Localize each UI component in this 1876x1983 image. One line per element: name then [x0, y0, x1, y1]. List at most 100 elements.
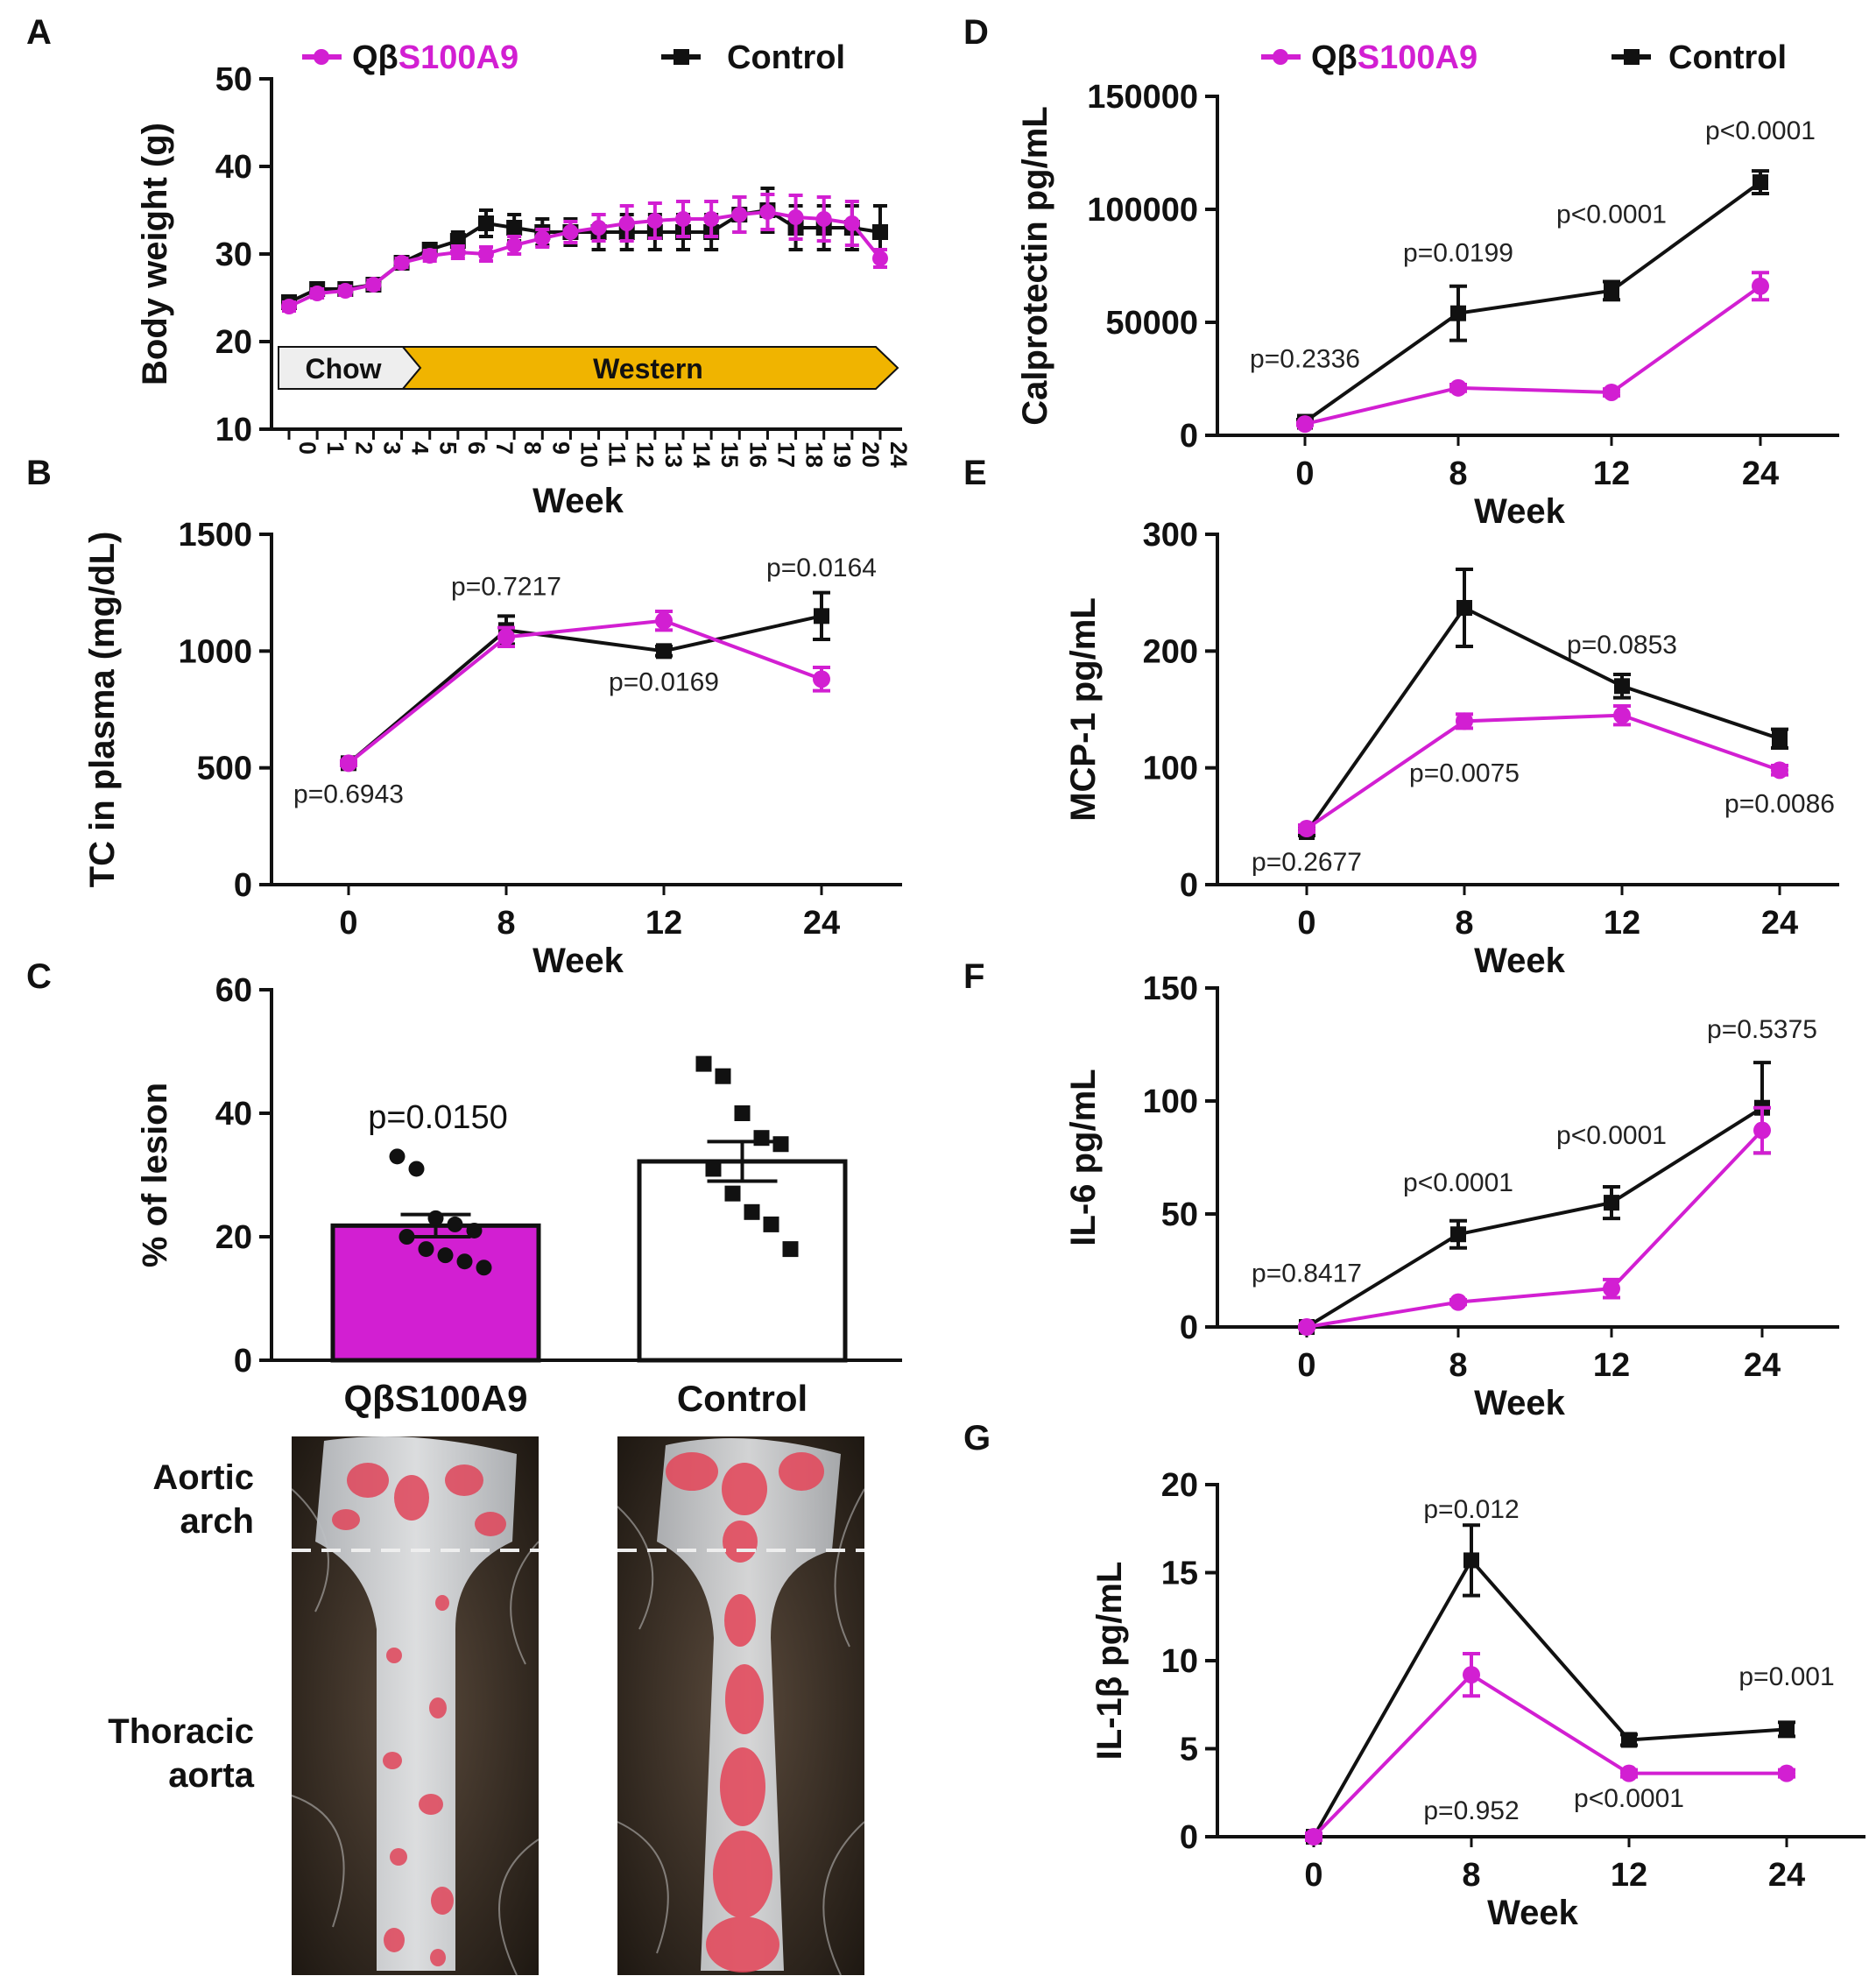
- p-value-label: p=0.2336: [1250, 345, 1360, 374]
- aorta-images: Aortic arch Thoracic aorta: [108, 1436, 865, 1976]
- x-tick-label: 9: [547, 441, 574, 455]
- x-tick-label: 15: [716, 441, 743, 468]
- legend-right: QβS100A9 Control: [1261, 39, 1787, 76]
- data-point: [389, 1148, 406, 1165]
- data-point-qb: [787, 209, 804, 225]
- x-tick-label: 3: [378, 441, 405, 455]
- y-tick-label: 150000: [1087, 79, 1198, 116]
- data-point-qb: [534, 230, 551, 246]
- data-point: [408, 1161, 425, 1177]
- data-point: [744, 1203, 760, 1220]
- panel-label: F: [963, 957, 984, 996]
- data-point: [427, 1210, 444, 1226]
- legend-qb-label: QβS100A9: [1311, 39, 1478, 76]
- data-point-qb: [815, 211, 832, 227]
- data-point: [418, 1241, 434, 1258]
- x-tick-label: 8: [1455, 905, 1473, 942]
- p-value-label: p=0.2677: [1252, 848, 1362, 877]
- y-tick-label: 0: [1180, 867, 1198, 904]
- x-axis-title: Week: [532, 942, 624, 980]
- x-tick-label: 18: [801, 441, 828, 468]
- data-point-qb: [506, 237, 523, 253]
- y-tick-label: 40: [215, 149, 252, 186]
- data-point-control: [1450, 1226, 1466, 1243]
- data-point-qb: [1463, 1666, 1480, 1684]
- x-tick-label: 12: [1593, 455, 1630, 492]
- p-value-label: p=0.0075: [1409, 759, 1520, 788]
- y-tick-label: 200: [1143, 633, 1198, 670]
- data-point: [715, 1068, 731, 1084]
- label-aortic-arch: Aortic arch: [152, 1458, 254, 1541]
- p-value-label: p<0.0001: [1574, 1784, 1684, 1813]
- data-point-control: [1604, 1195, 1619, 1211]
- data-point-qb: [1449, 1293, 1467, 1311]
- legend-qb-label: QβS100A9: [352, 39, 518, 76]
- p-value-label: p=0.0169: [609, 668, 719, 697]
- data-point-control: [872, 224, 888, 240]
- y-tick-label: 100: [1143, 751, 1198, 787]
- p-value-label: p=0.0164: [766, 554, 877, 582]
- x-tick-label: 8: [1462, 1857, 1480, 1894]
- p-value-label: p=0.952: [1423, 1796, 1519, 1825]
- x-tick-label: 0: [1297, 1347, 1315, 1384]
- series-qb-line: [1312, 1672, 1787, 1838]
- data-point-qb: [1296, 415, 1314, 434]
- data-point: [734, 1105, 751, 1121]
- y-axis-title: MCP-1 pg/mL: [1064, 597, 1103, 822]
- x-tick-label: 13: [660, 441, 687, 468]
- p-value-label: p=0.012: [1423, 1495, 1519, 1524]
- x-tick-label: 24: [885, 441, 912, 468]
- x-tick-label: 14: [688, 441, 715, 468]
- data-point-control: [1604, 282, 1619, 299]
- data-point-qb: [281, 299, 297, 314]
- data-point-qb: [675, 211, 691, 227]
- aorta-photo-control: [617, 1436, 865, 1976]
- series-qb-line: [1306, 1129, 1764, 1329]
- p-value-label: p<0.0001: [1705, 116, 1816, 145]
- data-point-control: [506, 220, 523, 236]
- data-point: [447, 1216, 463, 1232]
- y-tick-label: 0: [234, 867, 252, 904]
- series-qb-line: [1304, 285, 1762, 427]
- data-point-qb: [340, 754, 357, 773]
- data-point-qb: [655, 611, 673, 630]
- panel-label: G: [963, 1419, 991, 1457]
- data-point-control: [1456, 600, 1472, 616]
- x-tick-label: 0: [1297, 905, 1315, 942]
- data-point-control: [478, 215, 494, 231]
- x-axis-title: Week: [1474, 1384, 1566, 1422]
- data-point-qb: [365, 277, 382, 293]
- y-axis-title: IL-6 pg/mL: [1064, 1069, 1103, 1246]
- x-tick-label: 12: [645, 905, 682, 942]
- y-tick-label: 0: [1180, 1309, 1198, 1346]
- p-value-label: p<0.0001: [1556, 200, 1667, 229]
- y-tick-label: 10: [1161, 1643, 1198, 1680]
- diet-western-arrow: [400, 346, 899, 390]
- data-point-qb: [618, 215, 635, 231]
- data-point-qb: [309, 286, 326, 301]
- y-tick-label: 10: [215, 412, 252, 448]
- data-point: [476, 1260, 492, 1276]
- x-tick-label: 8: [1449, 1347, 1467, 1384]
- data-point-qb: [843, 215, 860, 231]
- y-axis-title: % of lesion: [136, 1083, 174, 1267]
- data-point-qb: [393, 255, 410, 271]
- data-point-qb: [1620, 1764, 1638, 1782]
- data-point-qb: [1305, 1828, 1322, 1845]
- p-value-label: p<0.0001: [1403, 1168, 1513, 1197]
- p-value-label: p=0.0199: [1403, 238, 1513, 267]
- x-axis-title: Week: [1474, 492, 1566, 531]
- x-tick-label: 12: [1593, 1347, 1630, 1384]
- x-tick-label: 0: [294, 441, 321, 455]
- y-axis-title: Body weight (g): [136, 123, 174, 385]
- bar-control: [637, 1159, 848, 1363]
- panel-e: E 0 100 200 300 MCP-1 pg/mL 0 8 12 24 Week p=0.2677…: [963, 454, 1839, 980]
- y-tick-label: 1000: [178, 633, 252, 670]
- y-tick-label: 20: [215, 324, 252, 361]
- data-point: [456, 1253, 473, 1270]
- x-tick-label: 8: [497, 905, 515, 942]
- panel-label: A: [26, 13, 52, 52]
- panel-b: B 0 500 1000 1500 TC in plasma (mg/dL) 0 8 12 24 W…: [26, 454, 902, 980]
- data-point: [782, 1241, 799, 1258]
- x-tick-label: 17: [772, 441, 799, 468]
